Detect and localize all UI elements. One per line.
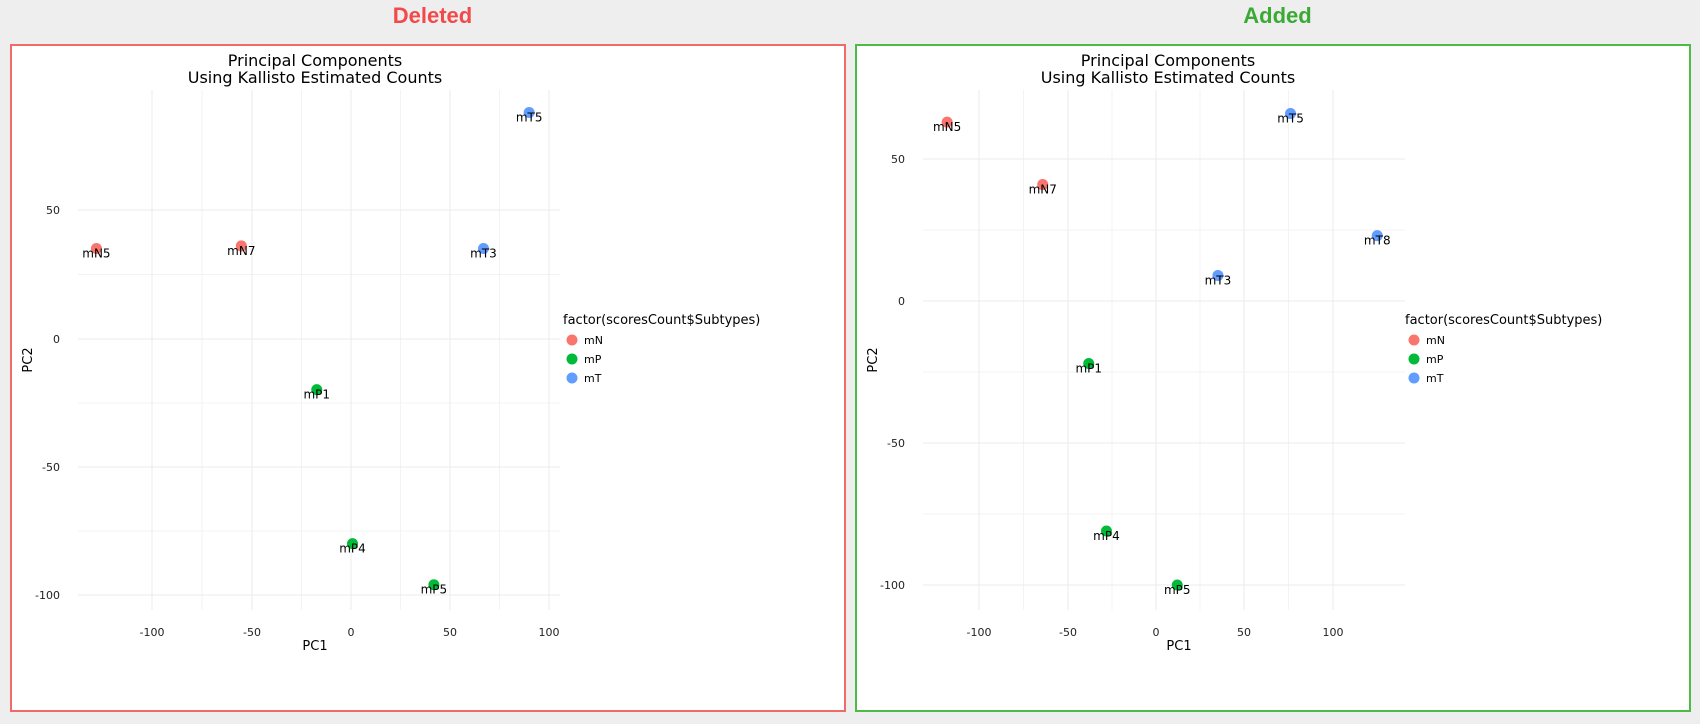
point-mN5 xyxy=(90,243,102,254)
point-mP1 xyxy=(311,384,323,396)
y-tick-label: 50 xyxy=(46,204,60,217)
point-label-mN5: mN5 xyxy=(82,247,110,261)
legend-label-mT: mT xyxy=(584,372,602,385)
legend-key-mP xyxy=(566,353,578,365)
x-tick-label: -100 xyxy=(967,626,992,639)
y-axis-label: PC2 xyxy=(21,347,36,372)
point-mT8 xyxy=(1371,230,1383,242)
legend-key-mN xyxy=(1408,334,1420,346)
point-label-mT8: mT8 xyxy=(1364,234,1391,248)
y-tick-label: -50 xyxy=(887,437,905,450)
legend: factor(scoresCount$Subtypes) mN mP mT xyxy=(1405,313,1602,385)
x-tick-label: 100 xyxy=(1323,626,1344,639)
added-heading: Added xyxy=(1243,3,1312,28)
added-panel: Principal Components Using Kallisto Estim… xyxy=(855,44,1691,712)
deleted-heading: Deleted xyxy=(392,3,473,28)
point-label-mP4: mP4 xyxy=(1093,529,1120,543)
point-mT5 xyxy=(523,106,535,118)
data-points: mN5 mN7 mP1 mP4 mP5 mT3 mT5 mT8 xyxy=(933,108,1391,597)
point-label-mT5: mT5 xyxy=(516,110,543,124)
point-mP1 xyxy=(1083,357,1095,369)
x-tick-label: 100 xyxy=(539,626,560,639)
point-mT3 xyxy=(477,243,489,254)
y-tick-label: 0 xyxy=(898,295,905,308)
chart-title-line-2: Using Kallisto Estimated Counts xyxy=(1041,68,1295,87)
point-label-mN7: mN7 xyxy=(227,244,255,258)
y-tick-label: -50 xyxy=(42,461,60,474)
grid xyxy=(78,90,560,610)
point-label-mP4: mP4 xyxy=(339,542,366,556)
point-mT5 xyxy=(1285,108,1297,120)
legend-key-mN xyxy=(566,334,578,346)
point-label-mP5: mP5 xyxy=(1164,583,1191,597)
x-axis-label: PC1 xyxy=(302,639,327,654)
legend-title: factor(scoresCount$Subtypes) xyxy=(563,313,760,328)
y-tick-label: -100 xyxy=(880,579,905,592)
x-tick-label: -50 xyxy=(1059,626,1077,639)
point-mN7 xyxy=(1037,179,1049,191)
x-axis-label: PC1 xyxy=(1166,639,1191,654)
data-points: mN5 mN7 mP1 mP4 mP5 mT3 mT5 xyxy=(82,106,543,597)
point-mT3 xyxy=(1212,269,1224,281)
deleted-panel: Principal Components Using Kallisto Estim… xyxy=(10,44,846,712)
y-axis-label: PC2 xyxy=(866,347,881,372)
legend: factor(scoresCount$Subtypes) mN mP mT xyxy=(563,313,760,385)
chart-title-line-1: Principal Components xyxy=(228,51,403,70)
x-tick-label: 50 xyxy=(443,626,457,639)
point-label-mT3: mT3 xyxy=(470,247,497,261)
chart-title-line-2: Using Kallisto Estimated Counts xyxy=(188,68,442,87)
point-mN7 xyxy=(235,240,247,252)
chart-title-line-1: Principal Components xyxy=(1081,51,1256,70)
x-tick-label: 0 xyxy=(1153,626,1160,639)
legend-label-mN: mN xyxy=(584,334,603,347)
point-label-mP1: mP1 xyxy=(303,388,330,402)
legend-key-mT xyxy=(566,372,578,384)
point-mP4 xyxy=(1100,525,1112,537)
point-label-mP5: mP5 xyxy=(421,583,448,597)
point-mP5 xyxy=(1171,579,1183,591)
legend-label-mP: mP xyxy=(584,353,602,366)
legend-label-mP: mP xyxy=(1426,353,1444,366)
legend-key-mP xyxy=(1408,353,1420,365)
legend-label-mN: mN xyxy=(1426,334,1445,347)
grid xyxy=(923,90,1405,610)
x-tick-label: -50 xyxy=(243,626,261,639)
y-tick-label: 50 xyxy=(891,153,905,166)
point-label-mN5: mN5 xyxy=(933,120,961,134)
point-label-mN7: mN7 xyxy=(1029,183,1057,197)
legend-title: factor(scoresCount$Subtypes) xyxy=(1405,313,1602,328)
point-mN5 xyxy=(941,116,953,128)
point-label-mT5: mT5 xyxy=(1277,112,1304,126)
point-mP4 xyxy=(346,538,358,550)
x-tick-label: -100 xyxy=(140,626,165,639)
legend-key-mT xyxy=(1408,372,1420,384)
x-tick-label: 0 xyxy=(348,626,355,639)
point-label-mT3: mT3 xyxy=(1205,273,1232,287)
x-tick-label: 50 xyxy=(1237,626,1251,639)
point-label-mP1: mP1 xyxy=(1075,361,1102,375)
point-mP5 xyxy=(428,579,440,591)
legend-label-mT: mT xyxy=(1426,372,1444,385)
y-tick-label: -100 xyxy=(35,589,60,602)
y-tick-label: 0 xyxy=(53,333,60,346)
